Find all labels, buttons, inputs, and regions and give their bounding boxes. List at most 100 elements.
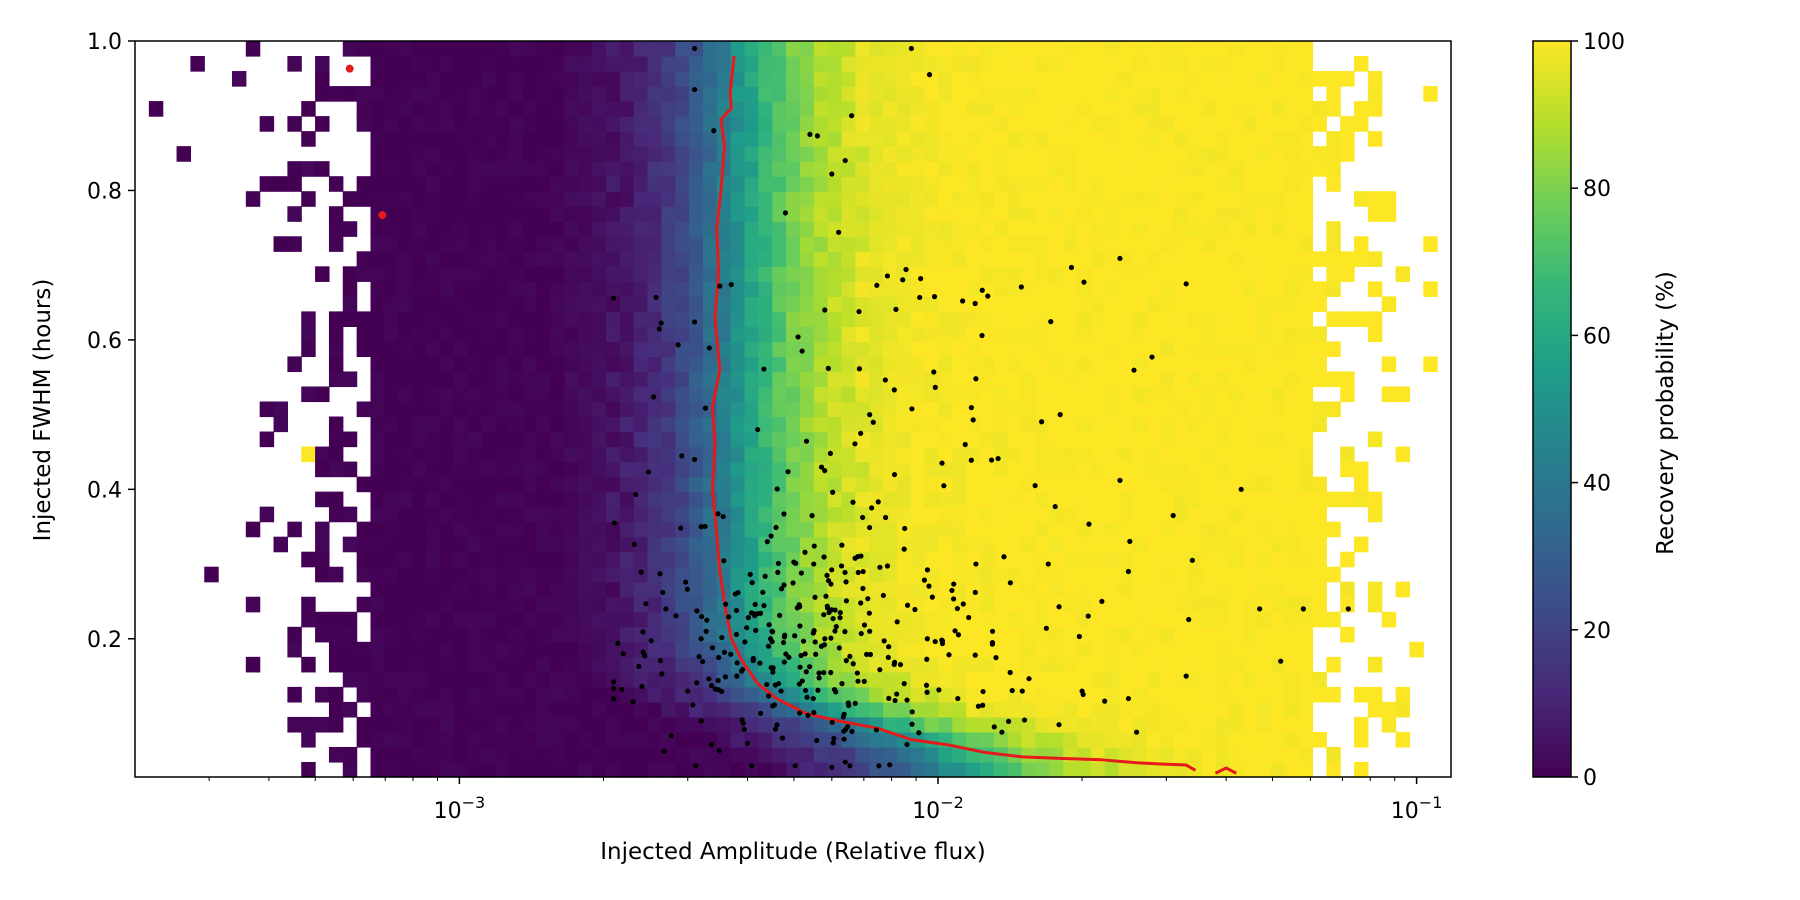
heatmap-cell xyxy=(605,356,621,373)
heatmap-cell xyxy=(1090,221,1106,237)
heatmap-cell xyxy=(1118,686,1133,703)
heatmap-cell xyxy=(1035,671,1050,688)
heatmap-cell xyxy=(301,131,316,147)
heatmap-cell xyxy=(689,506,704,523)
heatmap-cell xyxy=(1007,146,1023,162)
heatmap-cell xyxy=(716,401,732,418)
heatmap-cell xyxy=(1243,686,1258,703)
scatter-point xyxy=(918,276,924,282)
heatmap-cell xyxy=(1367,206,1383,222)
scatter-point xyxy=(685,688,691,694)
heatmap-cell xyxy=(342,761,358,778)
heatmap-cell xyxy=(1298,701,1314,718)
heatmap-cell xyxy=(384,56,399,72)
heatmap-cell xyxy=(855,86,870,102)
heatmap-cell xyxy=(675,746,690,763)
heatmap-cell xyxy=(938,371,953,388)
heatmap-cell xyxy=(744,236,759,252)
scatter-point xyxy=(985,293,991,299)
heatmap-cell xyxy=(398,476,413,493)
heatmap-cell xyxy=(730,476,746,493)
heatmap-cell xyxy=(1076,536,1092,553)
heatmap-cell xyxy=(841,341,856,358)
heatmap-cell xyxy=(356,656,372,673)
heatmap-cell xyxy=(1215,566,1230,583)
scatter-point xyxy=(802,549,808,555)
heatmap-cell xyxy=(1201,491,1217,508)
heatmap-cell xyxy=(481,746,496,763)
scatter-point xyxy=(932,638,938,645)
heatmap-cell xyxy=(287,356,302,373)
heatmap-cell xyxy=(1076,671,1092,688)
heatmap-cell xyxy=(772,191,787,207)
heatmap-cell xyxy=(1118,341,1133,358)
heatmap-cell xyxy=(1132,551,1147,568)
heatmap-cell xyxy=(1021,746,1037,763)
scatter-point xyxy=(950,596,957,602)
heatmap-cell xyxy=(813,581,829,598)
heatmap-cell xyxy=(315,116,330,132)
heatmap-cell xyxy=(356,176,372,192)
heatmap-cell xyxy=(398,41,413,57)
heatmap-cell xyxy=(689,476,704,493)
heatmap-cell xyxy=(1076,596,1092,613)
heatmap-cell xyxy=(647,641,662,658)
scatter-point xyxy=(706,676,712,682)
heatmap-cell xyxy=(1284,161,1300,177)
heatmap-cell xyxy=(467,746,482,763)
heatmap-cell xyxy=(1257,41,1272,57)
heatmap-cell xyxy=(1298,746,1314,763)
heatmap-cell xyxy=(1257,71,1272,87)
heatmap-cell xyxy=(439,371,455,388)
heatmap-cell xyxy=(980,296,995,312)
heatmap-cell xyxy=(744,446,759,463)
heatmap-cell xyxy=(342,431,358,448)
heatmap-cell xyxy=(578,686,593,703)
heatmap-cell xyxy=(1201,41,1217,57)
heatmap-cell xyxy=(952,401,967,418)
scatter-point xyxy=(781,659,787,665)
heatmap-cell xyxy=(883,326,898,343)
heatmap-cell xyxy=(1063,131,1078,147)
heatmap-cell xyxy=(716,251,732,267)
x-tick-label: 10−3 xyxy=(434,793,486,824)
heatmap-cell xyxy=(1132,146,1147,162)
heatmap-cell xyxy=(1076,191,1092,207)
scatter-point xyxy=(894,691,900,697)
heatmap-cell xyxy=(536,161,552,177)
heatmap-cell xyxy=(966,671,981,688)
heatmap-cell xyxy=(993,431,1009,448)
heatmap-cell xyxy=(1090,581,1106,598)
heatmap-cell xyxy=(1187,491,1203,508)
heatmap-cell xyxy=(980,341,995,358)
heatmap-cell xyxy=(398,521,413,538)
heatmap-cell xyxy=(980,476,995,493)
heatmap-cell xyxy=(1340,551,1355,568)
heatmap-cell xyxy=(578,701,593,718)
heatmap-cell xyxy=(1090,326,1106,343)
heatmap-cell xyxy=(315,161,330,177)
scatter-point xyxy=(762,573,768,579)
heatmap-cell xyxy=(1007,86,1023,102)
heatmap-cell xyxy=(1035,491,1050,508)
heatmap-cell xyxy=(1076,251,1092,267)
heatmap-cell xyxy=(1229,596,1244,613)
heatmap-cell xyxy=(1049,536,1064,553)
scatter-point xyxy=(683,579,689,585)
heatmap-cell xyxy=(633,761,649,778)
scatter-point xyxy=(1043,625,1049,631)
heatmap-cell xyxy=(550,476,566,493)
heatmap-cell xyxy=(356,671,372,688)
heatmap-cell xyxy=(799,251,815,267)
heatmap-cell xyxy=(1187,176,1203,192)
heatmap-cell xyxy=(1146,476,1161,493)
heatmap-cell xyxy=(883,761,898,778)
heatmap-cell xyxy=(370,701,385,718)
heatmap-cell xyxy=(980,506,995,523)
heatmap-cell xyxy=(1146,611,1161,628)
heatmap-cell xyxy=(564,206,579,222)
heatmap-cell xyxy=(1201,401,1217,418)
heatmap-cell xyxy=(869,341,884,358)
heatmap-cell xyxy=(1201,71,1217,87)
heatmap-cell xyxy=(661,221,676,237)
